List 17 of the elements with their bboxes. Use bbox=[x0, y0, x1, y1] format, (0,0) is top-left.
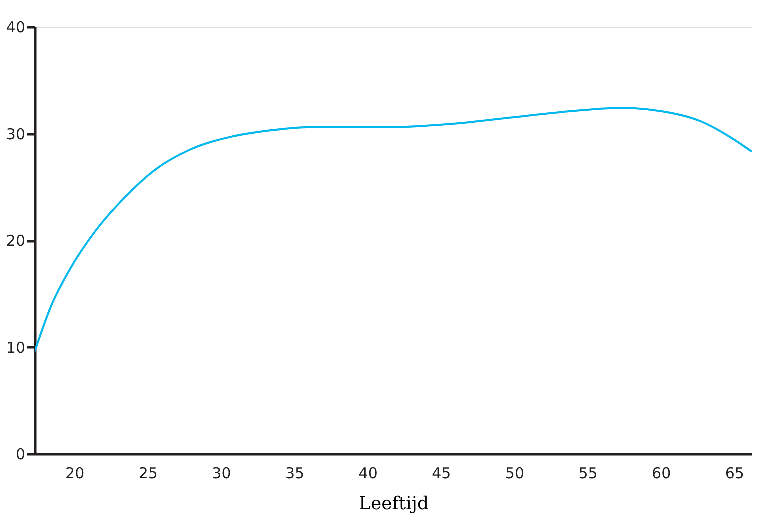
y-tick-label: 20 bbox=[6, 232, 26, 250]
line-series bbox=[35, 107, 752, 353]
x-tick-label: 55 bbox=[578, 464, 598, 482]
y-tick-label: 40 bbox=[6, 18, 26, 36]
x-tick-label: 60 bbox=[652, 464, 672, 482]
x-axis-title: Leeftijd bbox=[358, 494, 430, 514]
y-tick-label: 10 bbox=[6, 338, 26, 357]
x-tick-label: 25 bbox=[138, 464, 158, 482]
x-tick-label: 35 bbox=[285, 464, 305, 482]
x-tick-label: 45 bbox=[432, 464, 452, 482]
x-tick-label: 65 bbox=[725, 464, 744, 482]
x-tick-label: 40 bbox=[358, 464, 378, 482]
y-tick-label: 0 bbox=[16, 446, 26, 464]
x-tick-label: 20 bbox=[66, 464, 85, 482]
x-tick-label: 50 bbox=[505, 464, 525, 482]
x-tick-label: 30 bbox=[212, 464, 232, 482]
y-tick-label: 30 bbox=[6, 125, 26, 144]
